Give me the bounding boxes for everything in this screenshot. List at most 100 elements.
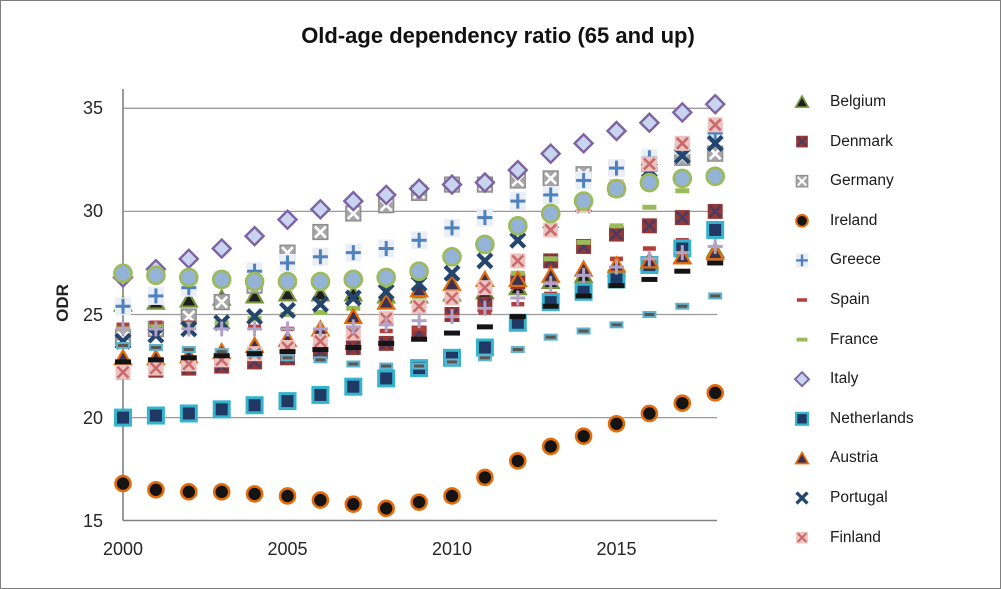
data-point-marker xyxy=(576,327,591,335)
data-point-marker xyxy=(148,343,163,351)
data-point-marker xyxy=(148,360,164,376)
data-point-marker xyxy=(542,185,559,204)
x-tick-label: 2015 xyxy=(596,539,637,559)
data-point-marker xyxy=(707,117,723,133)
x-tick-label: 2005 xyxy=(267,539,308,559)
data-point-marker xyxy=(278,392,297,411)
data-point-marker xyxy=(247,321,263,337)
data-point-marker xyxy=(609,321,624,329)
data-point-marker xyxy=(510,253,526,269)
data-point-marker xyxy=(673,147,691,165)
data-point-marker xyxy=(411,231,428,250)
data-point-marker xyxy=(796,531,808,544)
data-point-marker xyxy=(311,491,330,509)
data-point-marker xyxy=(574,427,593,445)
data-point-marker xyxy=(313,356,328,364)
data-point-marker xyxy=(147,480,165,499)
data-point-marker xyxy=(114,474,132,493)
legend-label: Portugal xyxy=(830,489,888,506)
data-point-marker xyxy=(706,134,724,152)
data-point-marker xyxy=(510,290,526,306)
data-point-marker xyxy=(477,300,493,316)
data-point-marker xyxy=(443,487,461,505)
legend-label: Austria xyxy=(830,449,879,467)
data-point-marker xyxy=(312,321,328,337)
legend-label: Ireland xyxy=(830,211,878,229)
legend-label: Denmark xyxy=(830,132,893,150)
data-point-marker xyxy=(794,411,810,426)
data-point-marker xyxy=(212,483,231,501)
data-point-marker xyxy=(345,319,361,335)
data-point-marker xyxy=(309,198,332,221)
data-point-marker xyxy=(409,261,429,281)
y-tick-label: 35 xyxy=(82,98,103,119)
data-point-marker xyxy=(345,243,362,262)
data-point-marker xyxy=(795,491,809,505)
data-point-marker xyxy=(147,286,164,305)
data-point-marker xyxy=(507,269,528,288)
data-point-marker xyxy=(510,346,525,354)
data-point-marker xyxy=(474,171,496,194)
data-point-marker xyxy=(211,237,233,260)
data-point-marker xyxy=(344,289,362,307)
data-point-marker xyxy=(442,246,462,267)
data-point-marker xyxy=(705,166,726,187)
data-point-marker xyxy=(310,284,331,302)
data-point-marker xyxy=(794,450,810,465)
data-point-marker xyxy=(411,298,427,314)
data-point-marker xyxy=(507,216,528,236)
data-point-marker xyxy=(312,347,329,353)
data-point-marker xyxy=(279,349,296,355)
data-point-marker xyxy=(796,135,808,148)
legend-label: Germany xyxy=(830,172,894,190)
data-point-marker xyxy=(674,135,690,151)
data-point-marker xyxy=(246,308,264,326)
data-point-marker xyxy=(793,370,811,388)
data-point-marker xyxy=(444,218,460,237)
data-point-marker xyxy=(280,321,295,337)
data-point-marker xyxy=(672,168,693,189)
data-point-marker xyxy=(606,178,627,199)
data-point-marker xyxy=(115,359,131,365)
data-point-marker xyxy=(246,351,263,357)
data-point-marker xyxy=(412,362,427,370)
data-point-marker xyxy=(477,280,493,296)
data-point-marker xyxy=(795,174,809,188)
data-point-marker xyxy=(277,271,298,292)
data-point-marker xyxy=(345,205,362,222)
data-point-marker xyxy=(642,246,656,251)
legend-label: Finland xyxy=(830,528,881,546)
data-point-marker xyxy=(641,156,657,172)
data-point-marker xyxy=(278,487,297,505)
data-point-marker xyxy=(442,273,462,292)
data-point-marker xyxy=(641,218,657,234)
data-point-marker xyxy=(245,485,264,503)
data-point-marker xyxy=(541,437,560,456)
data-point-marker xyxy=(148,321,164,337)
data-point-marker xyxy=(642,204,657,210)
data-point-marker xyxy=(311,295,329,313)
data-point-marker xyxy=(115,321,131,337)
data-point-marker xyxy=(674,268,691,274)
data-point-marker xyxy=(707,238,723,254)
data-point-marker xyxy=(706,384,725,402)
data-point-marker xyxy=(475,338,494,357)
data-point-marker xyxy=(378,317,394,333)
legend-label: Belgium xyxy=(830,93,886,110)
data-point-marker xyxy=(543,276,559,292)
data-point-marker xyxy=(179,267,199,288)
data-point-marker xyxy=(277,284,298,302)
data-point-marker xyxy=(475,234,495,255)
data-point-marker xyxy=(671,101,693,124)
y-tick-label: 30 xyxy=(82,201,103,222)
data-point-marker xyxy=(180,308,197,325)
data-point-marker xyxy=(344,377,363,396)
data-point-marker xyxy=(444,309,460,325)
data-point-marker xyxy=(280,312,295,317)
data-point-marker xyxy=(542,303,559,309)
data-point-marker xyxy=(674,245,690,261)
data-point-marker xyxy=(608,159,625,178)
data-point-marker xyxy=(181,346,196,354)
